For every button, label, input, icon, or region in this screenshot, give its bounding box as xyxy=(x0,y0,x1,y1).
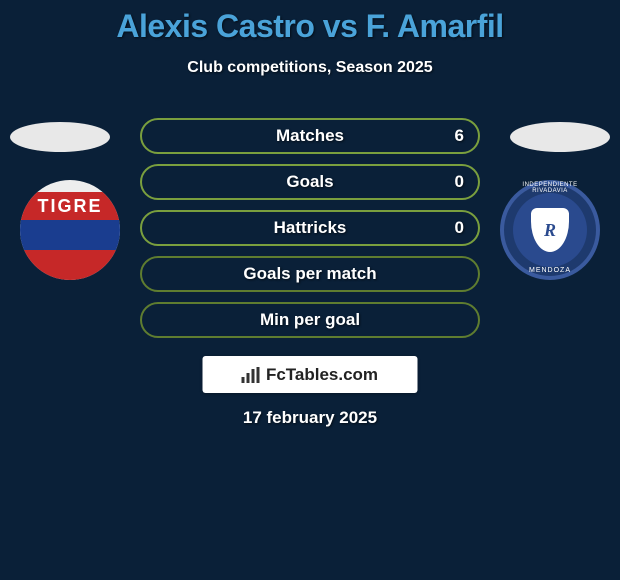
watermark-text: FcTables.com xyxy=(266,365,378,385)
stats-container: Matches 6 Goals 0 Hattricks 0 Goals per … xyxy=(140,118,480,348)
bars-icon xyxy=(242,367,262,383)
stat-label: Goals xyxy=(286,172,333,192)
stat-label: Goals per match xyxy=(243,264,376,284)
stat-right-value: 0 xyxy=(455,218,464,238)
stat-row-goals: Goals 0 xyxy=(140,164,480,200)
stat-right-value: 0 xyxy=(455,172,464,192)
watermark: FcTables.com xyxy=(203,356,418,393)
player-avatar-right xyxy=(510,122,610,152)
page-title: Alexis Castro vs F. Amarfil xyxy=(0,0,620,45)
club-logo-right: INDEPENDIENTE RIVADAVIA R MENDOZA xyxy=(500,180,600,280)
stat-row-hattricks: Hattricks 0 xyxy=(140,210,480,246)
stat-row-mpg: Min per goal xyxy=(140,302,480,338)
club-logo-left: TIGRE xyxy=(20,180,120,280)
player-avatar-left xyxy=(10,122,110,152)
club-left-stripes xyxy=(20,220,120,280)
stat-row-matches: Matches 6 xyxy=(140,118,480,154)
date-label: 17 february 2025 xyxy=(0,408,620,428)
stat-label: Matches xyxy=(276,126,344,146)
stat-label: Min per goal xyxy=(260,310,360,330)
stat-row-gpm: Goals per match xyxy=(140,256,480,292)
subtitle: Club competitions, Season 2025 xyxy=(0,59,620,77)
stat-right-value: 6 xyxy=(455,126,464,146)
club-right-inner: R xyxy=(513,193,587,267)
stat-label: Hattricks xyxy=(274,218,347,238)
club-right-bottom-text: MENDOZA xyxy=(504,267,596,274)
club-left-label: TIGRE xyxy=(20,192,120,220)
club-right-shield: R xyxy=(531,208,569,252)
